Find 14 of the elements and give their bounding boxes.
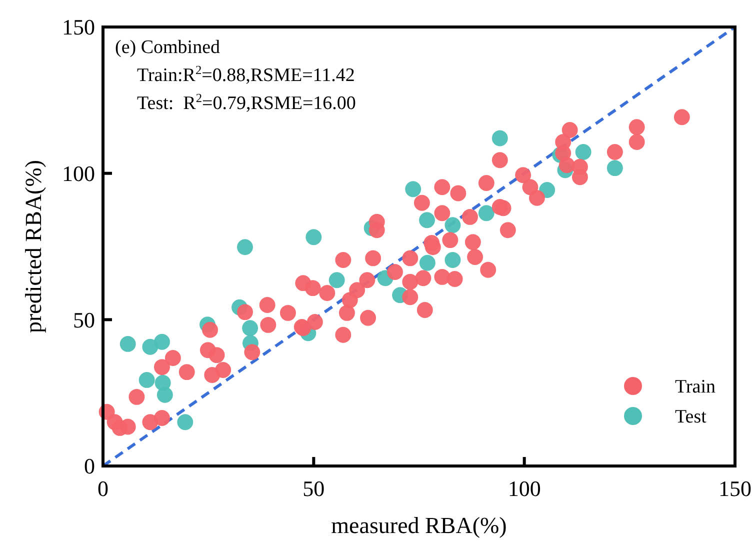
legend-label: Train: [675, 376, 716, 398]
legend-label: Test: [675, 406, 708, 428]
y-tick-label: 100: [62, 161, 95, 186]
x-tick-label: 50: [302, 476, 325, 501]
x-axis-title: measured RBA(%): [331, 513, 507, 538]
x-tick-label: 100: [508, 476, 541, 501]
annotation: (e) Combined: [115, 37, 220, 58]
y-tick-label: 50: [73, 307, 95, 332]
y-tick-label: 150: [62, 14, 95, 40]
annotation: Train:R$^{2}$=0.88,RSME=11.42: [137, 63, 355, 86]
y-axis-title: predicted RBA(%): [21, 160, 46, 334]
y-tick-label: 0: [84, 454, 95, 479]
x-tick-label: 150: [718, 476, 752, 501]
annotation: Test: R$^{2}$=0.79,RSME=16.00: [137, 91, 356, 114]
